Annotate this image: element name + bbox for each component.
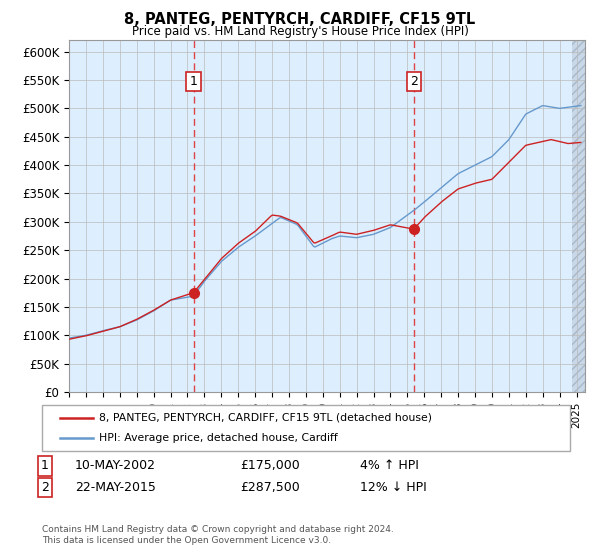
- Text: 8, PANTEG, PENTYRCH, CARDIFF, CF15 9TL: 8, PANTEG, PENTYRCH, CARDIFF, CF15 9TL: [124, 12, 476, 27]
- Text: 4% ↑ HPI: 4% ↑ HPI: [360, 459, 419, 473]
- Bar: [572, 40, 585, 392]
- Text: 10-MAY-2002: 10-MAY-2002: [75, 459, 156, 473]
- Text: 1: 1: [190, 74, 197, 88]
- Text: £287,500: £287,500: [240, 480, 300, 494]
- Text: HPI: Average price, detached house, Cardiff: HPI: Average price, detached house, Card…: [99, 433, 338, 443]
- Text: 1: 1: [41, 459, 49, 473]
- Text: 2: 2: [41, 480, 49, 494]
- Text: Contains HM Land Registry data © Crown copyright and database right 2024.
This d: Contains HM Land Registry data © Crown c…: [42, 525, 394, 545]
- Text: 8, PANTEG, PENTYRCH, CARDIFF, CF15 9TL (detached house): 8, PANTEG, PENTYRCH, CARDIFF, CF15 9TL (…: [99, 413, 432, 423]
- Text: £175,000: £175,000: [240, 459, 300, 473]
- Text: 12% ↓ HPI: 12% ↓ HPI: [360, 480, 427, 494]
- Text: Price paid vs. HM Land Registry's House Price Index (HPI): Price paid vs. HM Land Registry's House …: [131, 25, 469, 38]
- Bar: [572, 40, 585, 392]
- Text: 22-MAY-2015: 22-MAY-2015: [75, 480, 156, 494]
- Text: 2: 2: [410, 74, 418, 88]
